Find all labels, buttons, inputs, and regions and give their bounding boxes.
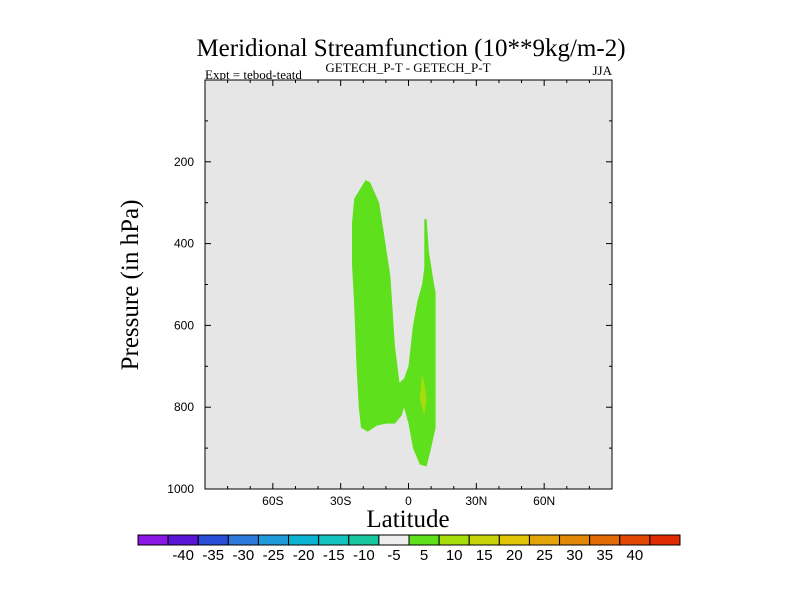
colorbar-swatch — [619, 534, 651, 546]
colorbar-swatch — [589, 534, 621, 546]
colorbar-label: -30 — [233, 547, 255, 564]
colorbar-label: 5 — [420, 547, 428, 564]
colorbar-label: 30 — [566, 547, 583, 564]
colorbar-swatch — [649, 534, 681, 546]
plot-frame — [204, 79, 613, 490]
colorbar-label: 20 — [506, 547, 523, 564]
colorbar-label: 40 — [626, 547, 643, 564]
colorbar-label: 35 — [596, 547, 613, 564]
positive-10-15-region — [419, 374, 427, 416]
y-tick-label: 400 — [174, 237, 194, 251]
x-tick-label: 60S — [262, 494, 283, 508]
colorbar-swatch — [378, 534, 410, 546]
chart-title: Meridional Streamfunction (10**9kg/m-2) — [196, 35, 625, 62]
y-tick-label: 800 — [174, 400, 194, 414]
x-tick-label: 30N — [465, 494, 487, 508]
colorbar-labels: -40 -35 -30 -25 -20 -15 -10 -5 5 10 15 20 25 30 35 40 — [172, 547, 643, 564]
x-tick-label: 30S — [330, 494, 351, 508]
colorbar-swatch — [559, 534, 591, 546]
tick-labels: 60S 30S 0 30N 60N 200 400 600 800 1000 — [167, 155, 555, 508]
colorbar-label: -15 — [323, 547, 345, 564]
y-tick-label: 600 — [174, 318, 194, 332]
colorbar-swatch — [468, 534, 500, 546]
subtitle-left: Expt = tebod-teatd — [205, 67, 302, 82]
colorbar-label: -10 — [353, 547, 375, 564]
colorbar-label: 25 — [536, 547, 553, 564]
subtitle-right: JJA — [592, 63, 612, 78]
x-tick-label: 60N — [533, 494, 555, 508]
x-tick-label: 0 — [405, 494, 412, 508]
colorbar-swatch — [408, 534, 440, 546]
y-tick-label: 1000 — [167, 482, 194, 496]
colorbar-swatch — [288, 534, 320, 546]
contour-regions — [352, 180, 436, 467]
colorbar-label: -5 — [387, 547, 400, 564]
colorbar-swatch — [318, 534, 350, 546]
colorbar-swatch — [167, 534, 199, 546]
colorbar-swatch — [197, 534, 229, 546]
colorbar-swatch — [528, 534, 561, 546]
colorbar-swatch — [257, 534, 290, 546]
colorbar-label: -40 — [172, 547, 194, 564]
colorbar-swatch — [227, 534, 259, 546]
plot-area — [205, 80, 612, 489]
colorbar-label: 15 — [476, 547, 493, 564]
colorbar-swatch — [498, 534, 530, 546]
colorbar-swatch — [438, 534, 470, 546]
colorbar-label: 10 — [446, 547, 463, 564]
colorbar — [137, 534, 681, 546]
y-axis-label: Pressure (in hPa) — [117, 200, 144, 371]
colorbar-label: -20 — [293, 547, 315, 564]
y-tick-label: 200 — [174, 155, 194, 169]
colorbar-label: -25 — [263, 547, 285, 564]
colorbar-swatch — [137, 534, 169, 546]
colorbar-swatch — [348, 534, 380, 546]
positive-5-10-region — [352, 180, 436, 467]
subtitle-center: GETECH_P-T - GETECH_P-T — [325, 60, 490, 75]
colorbar-label: -35 — [202, 547, 224, 564]
x-axis-label: Latitude — [366, 506, 449, 533]
